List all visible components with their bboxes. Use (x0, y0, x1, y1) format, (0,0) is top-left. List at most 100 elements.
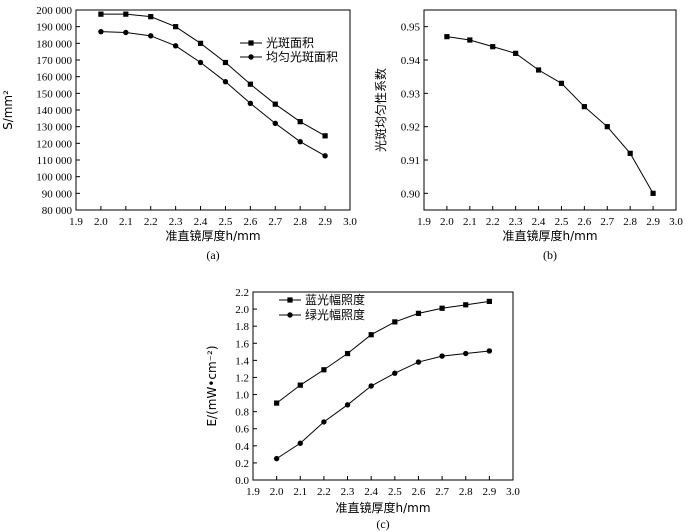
data-point (98, 28, 104, 35)
y-tick-label: 110 000 (37, 155, 73, 167)
data-point (368, 332, 374, 338)
legend-entry: 绿光幅照度 (279, 307, 365, 322)
x-tick-label: 2.3 (509, 216, 523, 228)
x-tick-label: 2.9 (318, 216, 332, 228)
y-axis-label: S/mm² (1, 90, 15, 130)
legend-marker (248, 54, 254, 60)
x-tick-label: 2.5 (555, 216, 569, 228)
chart-a: 1.9 2.0 2.1 2.2 2.3 2.4 2.5 2.6 2.7 2.8 2.9 3.0 80 0… (1, 5, 357, 262)
data-point (344, 402, 351, 408)
data-point (297, 138, 303, 145)
data-point (344, 350, 351, 357)
data-point (415, 310, 422, 316)
data-point (273, 455, 280, 462)
plot-frame (252, 291, 514, 481)
y-tick-label: 90 000 (42, 188, 73, 200)
data-point (98, 11, 104, 17)
data-point (197, 59, 204, 66)
y-tick-label: 200 000 (36, 5, 72, 17)
y-axis-label: E/(mW•cm⁻²) (205, 345, 219, 426)
x-tick-label: 2.1 (119, 216, 133, 228)
series-1 (98, 11, 328, 139)
y-tick-label: 0.2 (235, 458, 249, 470)
data-point (486, 298, 492, 304)
data-point (247, 100, 254, 107)
series-1 (274, 298, 492, 406)
y-tick-label: 1.0 (235, 390, 249, 402)
legend-marker (287, 312, 293, 318)
data-point (247, 81, 253, 87)
y-tick-label: 80 000 (42, 205, 73, 217)
x-tick-label: 2.6 (577, 216, 591, 228)
data-point (148, 14, 154, 20)
x-tick-label: 2.0 (440, 216, 454, 228)
x-tick-label: 1.9 (417, 216, 431, 228)
x-tick-label: 3.0 (669, 216, 683, 228)
x-tick-label: 2.2 (486, 216, 500, 228)
data-point (490, 44, 496, 50)
y-tick-label: 1.6 (235, 338, 249, 350)
x-tick-label: 2.4 (532, 216, 546, 228)
y-tick-label: 2.2 (235, 287, 249, 299)
chart-c: 1.9 2.0 2.1 2.2 2.3 2.4 2.5 2.6 2.7 2.8 2.9 3.0 0.0 0… (205, 287, 520, 531)
data-point (558, 80, 565, 86)
data-point (627, 150, 633, 156)
data-point (322, 153, 328, 159)
data-point (322, 133, 328, 139)
panel-caption: (b) (543, 248, 557, 262)
y-tick-label: 0.90 (401, 188, 421, 200)
y-tick-label: 190 000 (36, 22, 72, 34)
series-line (276, 300, 490, 404)
data-point (444, 34, 450, 40)
y-tick-label: 0.93 (401, 88, 421, 100)
data-point (604, 124, 610, 130)
x-tick-label: 2.9 (646, 216, 660, 228)
x-tick-label: 2.7 (435, 486, 449, 498)
y-tick-label: 150 000 (36, 88, 72, 100)
x-tick-label: 2.3 (169, 216, 183, 228)
y-tick-label: 0.92 (401, 122, 420, 134)
legend-entry: 均匀光斑面积 (240, 50, 338, 64)
y-tick-label: 120 000 (36, 138, 72, 150)
y-axis-label: 光斑均匀性系数 (373, 68, 388, 152)
x-tick-label: 2.8 (459, 486, 473, 498)
y-tick-label: 2.0 (235, 304, 249, 316)
data-point (222, 78, 229, 85)
legend-entry: 光斑面积 (240, 36, 314, 50)
data-point (172, 43, 179, 49)
y-tick-label: 180 000 (36, 38, 72, 50)
series-line (100, 31, 326, 157)
series-line (276, 350, 490, 460)
legend-entry: 蓝光幅照度 (279, 292, 365, 307)
y-tick-label: 0.94 (401, 55, 421, 67)
x-tick-label: 3.0 (343, 216, 357, 228)
y-tick-label: 130 000 (36, 122, 72, 134)
data-point (392, 370, 398, 376)
data-point (463, 350, 469, 357)
series-1 (444, 34, 656, 196)
data-point (415, 359, 422, 365)
x-tick-label: 2.7 (268, 216, 282, 228)
data-point (297, 119, 303, 125)
x-tick-label: 1.9 (69, 216, 83, 228)
x-axis-label: 准直镜厚度h/mm (502, 228, 597, 243)
y-tick-label: 0.8 (235, 407, 249, 419)
y-tick-label: 170 000 (36, 55, 72, 67)
data-point (321, 367, 327, 373)
data-point (439, 305, 445, 311)
x-tick-label: 2.4 (194, 216, 208, 228)
legend-label: 光斑面积 (266, 36, 314, 50)
data-point (123, 11, 129, 17)
y-tick-label: 0.95 (401, 22, 421, 34)
x-tick-label: 2.2 (317, 486, 331, 498)
legend-marker (248, 40, 254, 46)
y-tick-label: 1.4 (235, 355, 249, 367)
data-point (222, 59, 229, 66)
x-tick-label: 2.3 (341, 486, 355, 498)
panel-caption: (a) (206, 248, 219, 262)
data-point (297, 440, 303, 446)
series-2 (98, 28, 328, 159)
plot-frame (423, 9, 677, 211)
x-tick-label: 1.9 (246, 486, 260, 498)
